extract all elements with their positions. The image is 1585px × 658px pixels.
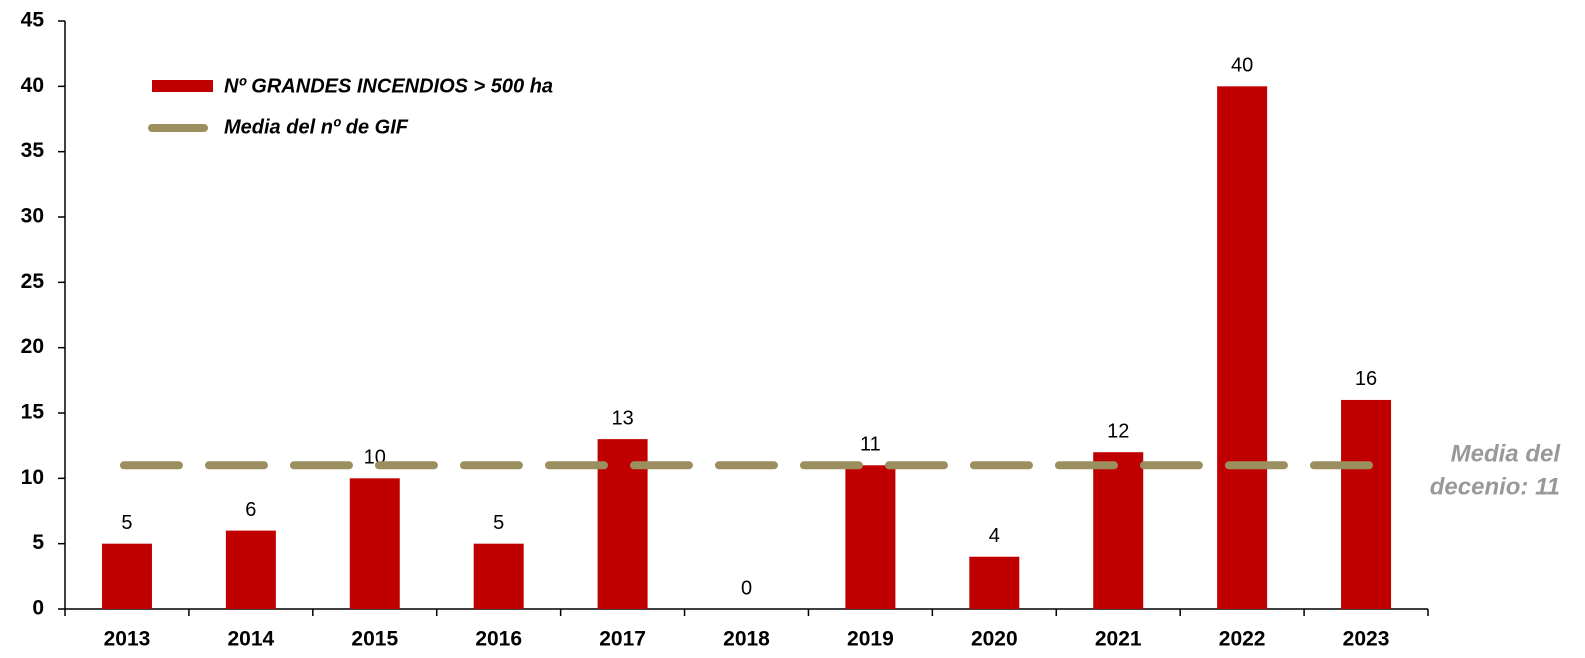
- x-tick-label: 2021: [1095, 628, 1142, 651]
- x-tick-label: 2018: [723, 628, 770, 651]
- bar: [1093, 452, 1144, 609]
- y-tick-label: 25: [21, 270, 45, 293]
- y-tick-label: 10: [21, 466, 44, 489]
- legend-label: Media del nº de GIF: [224, 116, 409, 138]
- legend-swatch: [152, 80, 213, 92]
- x-tick-label: 2017: [599, 628, 646, 651]
- bar: [1341, 399, 1392, 609]
- y-tick-label: 20: [21, 335, 44, 358]
- bar: [473, 543, 524, 609]
- value-label: 40: [1231, 55, 1253, 77]
- value-label: 4: [989, 525, 1000, 547]
- value-label: 5: [493, 512, 504, 534]
- annotation: decenio: 11: [1430, 473, 1560, 500]
- bar: [845, 465, 896, 609]
- x-tick-label: 2014: [228, 628, 275, 651]
- x-tick-label: 2019: [847, 628, 894, 651]
- x-tick-label: 2020: [971, 628, 1018, 651]
- value-label: 13: [611, 407, 633, 429]
- value-label: 6: [245, 499, 256, 521]
- x-tick-label: 2023: [1343, 628, 1390, 651]
- bar: [969, 556, 1020, 609]
- bar: [225, 530, 276, 609]
- value-label: 5: [121, 512, 132, 534]
- y-tick-label: 15: [21, 401, 45, 424]
- x-tick-label: 2015: [351, 628, 398, 651]
- annotation: Media del: [1451, 440, 1562, 467]
- value-label: 16: [1355, 368, 1377, 390]
- bar: [101, 543, 152, 609]
- y-tick-label: 45: [21, 9, 45, 32]
- y-tick-label: 40: [21, 74, 44, 97]
- x-tick-label: 2013: [104, 628, 151, 651]
- y-tick-label: 30: [21, 205, 44, 228]
- y-tick-label: 5: [32, 531, 44, 554]
- value-label: 11: [860, 434, 881, 456]
- x-tick-label: 2016: [475, 628, 522, 651]
- value-label: 12: [1107, 420, 1129, 442]
- value-label: 0: [741, 577, 752, 599]
- y-tick-label: 35: [21, 139, 45, 162]
- y-tick-label: 0: [32, 597, 44, 620]
- bar: [1217, 86, 1268, 610]
- bar: [349, 478, 400, 609]
- legend-label: Nº GRANDES INCENDIOS > 500 ha: [224, 75, 553, 97]
- x-tick-label: 2022: [1219, 628, 1266, 651]
